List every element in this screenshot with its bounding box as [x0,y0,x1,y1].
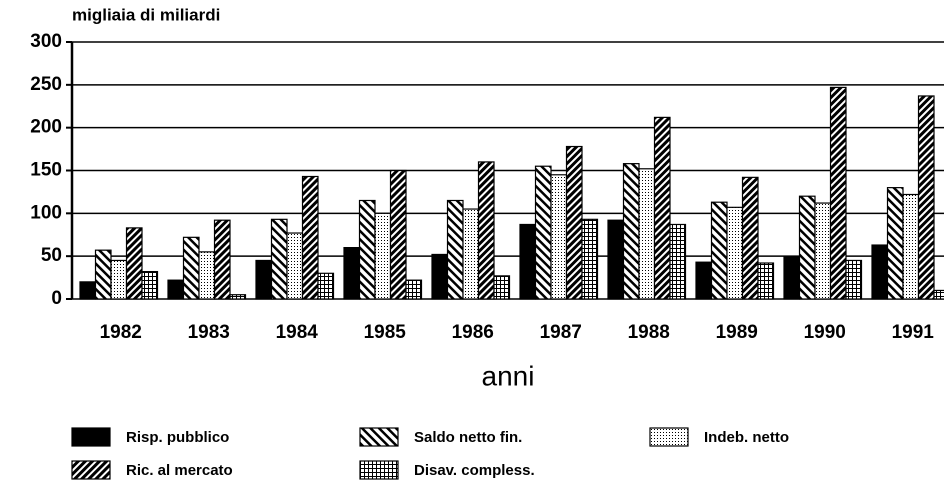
bar [477,161,495,300]
bar [581,218,599,300]
y-tick-label: 150 [30,160,62,181]
x-tick-label: 1991 [892,322,935,343]
x-axis-label: anni [482,360,535,391]
y-tick-label: 200 [30,117,62,138]
bar [607,219,625,300]
legend-swatch [359,427,399,447]
bar [814,202,832,300]
bar [462,208,480,300]
bar [213,219,231,300]
bar [783,255,801,300]
bar [741,176,759,300]
bar [343,247,361,300]
bar [550,174,568,300]
y-tick-label: 300 [30,31,62,52]
bar [229,294,247,300]
bar [710,201,728,300]
bar [141,270,159,300]
x-tick-label: 1985 [364,322,407,343]
x-tick-label: 1989 [716,322,758,343]
x-tick-label: 1984 [276,322,319,343]
bar [519,223,537,300]
legend-swatch [71,460,111,480]
legend-swatch [359,460,399,480]
bar [446,199,464,300]
x-tick-label: 1987 [540,322,582,343]
x-tick-label: 1988 [628,322,670,343]
y-axis-label: migliaia di miliardi [72,5,220,24]
bar [125,227,143,300]
bar [431,253,449,300]
legend-label: Disav. compless. [414,462,535,479]
bar [902,193,920,300]
y-tick-label: 0 [51,288,62,309]
bar [198,251,216,300]
bar [389,169,407,300]
bar [653,116,671,300]
legend-label: Saldo netto fin. [414,429,522,446]
bar [622,163,640,300]
x-tick-label: 1982 [100,322,142,343]
bar [270,218,288,300]
bar [317,272,335,300]
bar [286,232,304,300]
bar [301,175,319,300]
bar [255,259,273,300]
x-tick-label: 1990 [804,322,846,343]
bar [94,249,112,300]
bar [871,244,889,300]
bar [798,195,816,300]
x-tick-label: 1983 [188,322,230,343]
legend-label: Ric. al mercato [126,462,233,479]
y-tick-label: 100 [30,202,62,223]
x-tick-label: 1986 [452,322,494,343]
bar [917,95,935,300]
legend-label: Indeb. netto [704,429,789,446]
bar [726,206,744,300]
bar [374,212,392,300]
y-tick-label: 50 [41,245,62,266]
bar [534,165,552,300]
bar [167,279,185,300]
bar [79,281,97,300]
bar [933,289,944,300]
bar [669,223,687,300]
bar [829,86,847,300]
legend-swatch [649,427,689,447]
legend-label: Risp. pubblico [126,429,229,446]
bar [695,261,713,300]
legend-swatch [71,427,111,447]
bar [493,275,511,300]
bar [182,236,200,300]
bar [757,262,775,300]
bar [358,199,376,300]
bar [565,145,583,300]
bar [110,259,128,300]
bar [638,168,656,300]
y-tick-label: 250 [30,74,62,95]
bar [405,279,423,300]
bar [845,259,863,300]
bar [886,187,904,300]
